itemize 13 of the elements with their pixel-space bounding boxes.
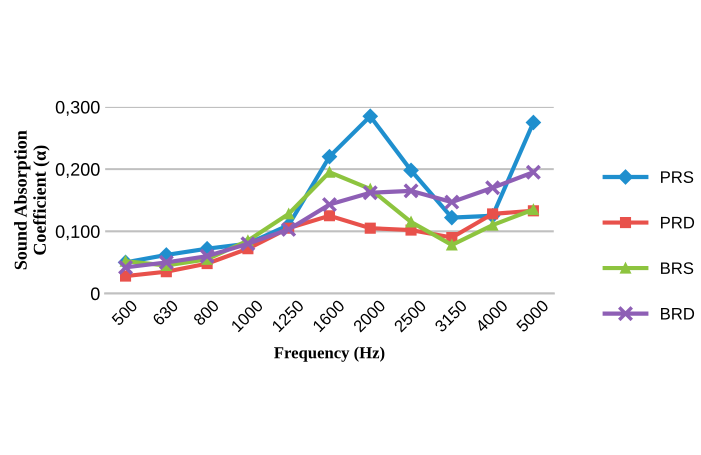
y-tick-label: 0,100: [56, 225, 100, 240]
y-tick-label: 0: [90, 287, 100, 300]
legend-label: BRS: [661, 262, 694, 274]
y-axis-title: Sound Absorption Coefficient (α): [14, 130, 50, 270]
legend-label: BRD: [661, 308, 694, 320]
x-axis-title: Frequency (Hz): [274, 346, 384, 362]
x-tick-label: 630: [152, 299, 179, 326]
y-tick-label: 0,200: [56, 163, 100, 178]
y-tick-label: 0,300: [56, 100, 100, 116]
x-tick-label: 500: [111, 299, 138, 326]
x-tick-label: 800: [192, 299, 220, 326]
legend-label: PRD: [661, 216, 694, 228]
legend-label: PRS: [661, 171, 694, 184]
